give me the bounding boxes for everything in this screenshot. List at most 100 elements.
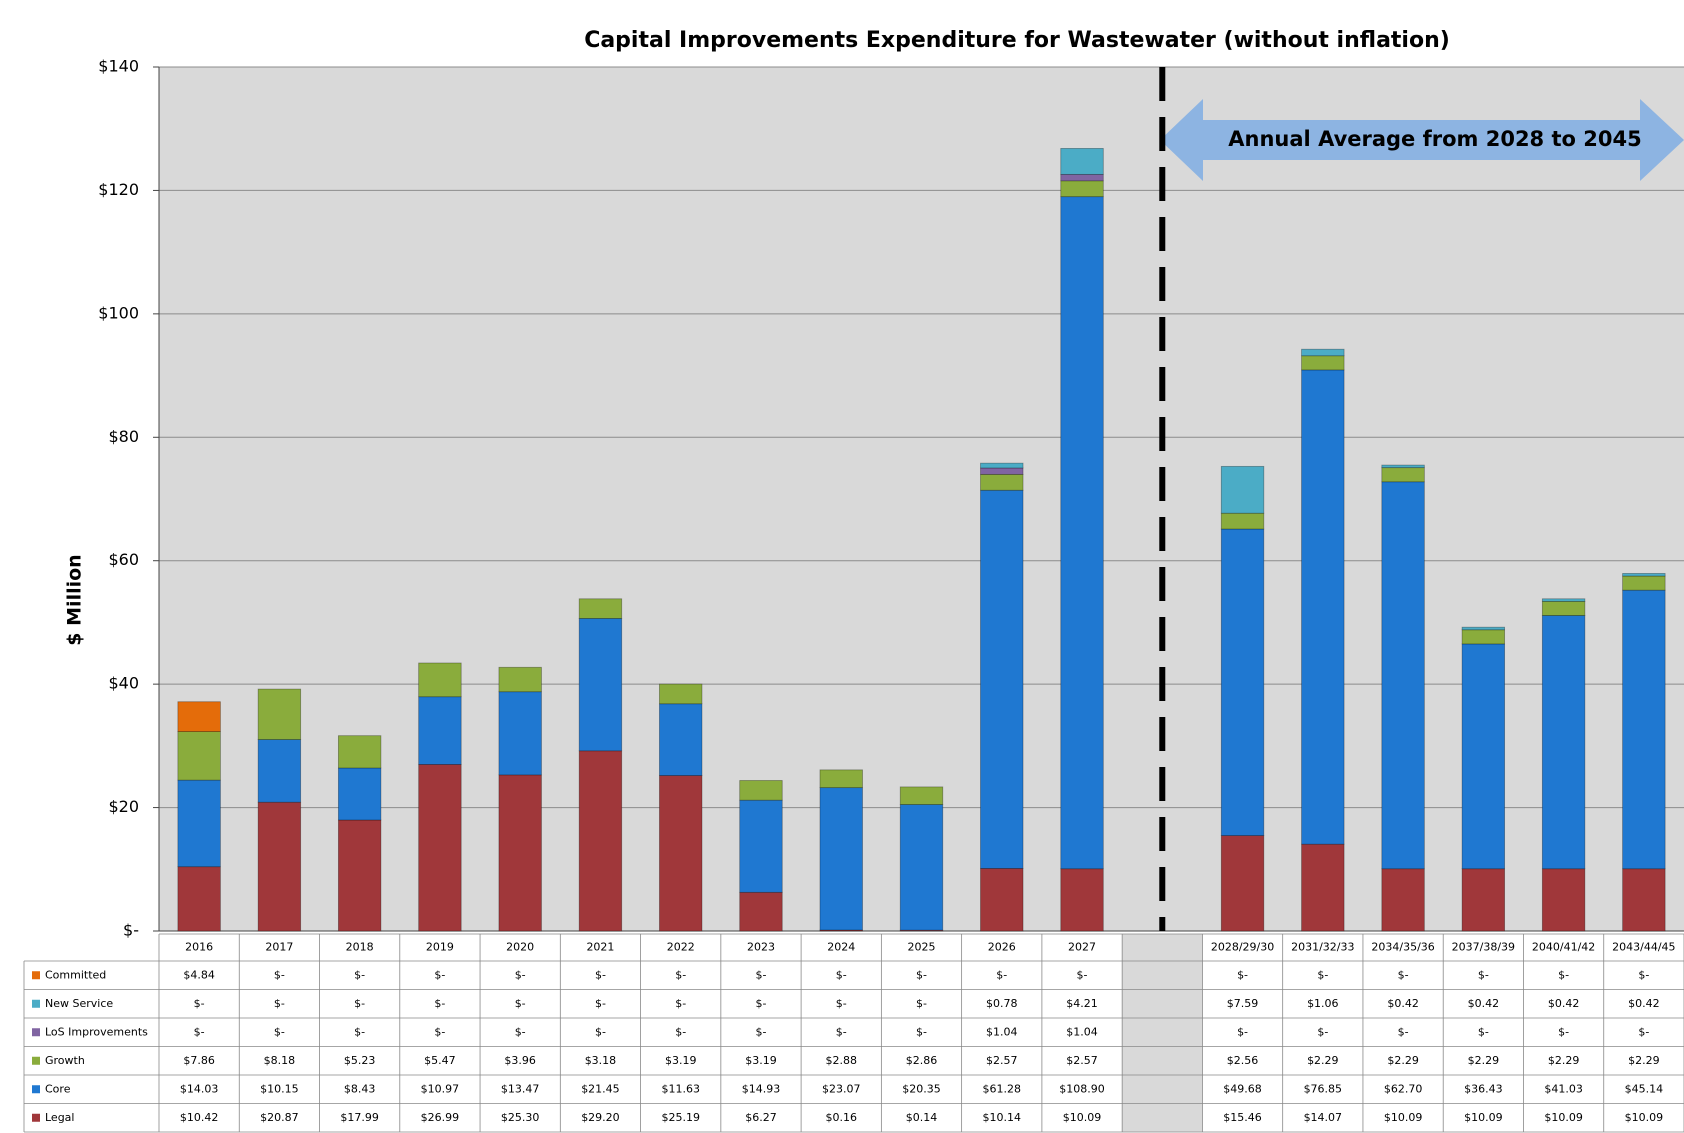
bar-segment xyxy=(1301,348,1345,357)
table-cell: $6.27 xyxy=(745,1111,777,1124)
table-cell: $- xyxy=(515,968,526,981)
table-cell: $- xyxy=(755,968,766,981)
bar-segment xyxy=(337,819,382,932)
bar-segment xyxy=(1461,868,1506,932)
bar-segment xyxy=(980,473,1024,491)
table-cell: $20.87 xyxy=(260,1111,299,1124)
table-cell: $61.28 xyxy=(983,1082,1022,1095)
bar-segment xyxy=(1541,868,1586,932)
table-cell: $11.63 xyxy=(661,1082,700,1095)
table-cell: $0.42 xyxy=(1468,997,1500,1010)
table-cell: $- xyxy=(1558,968,1569,981)
table-cell: $- xyxy=(354,997,365,1010)
table-cell: $0.42 xyxy=(1387,997,1419,1010)
table-cell: $- xyxy=(1478,968,1489,981)
legend-swatch xyxy=(32,1085,40,1094)
legend-swatch xyxy=(32,1028,40,1037)
table-cell: $- xyxy=(194,997,205,1010)
x-tick-label: 2017 xyxy=(265,941,293,954)
legend-label: Core xyxy=(45,1082,71,1095)
table-cell: $- xyxy=(675,1025,686,1038)
table-cell: $36.43 xyxy=(1464,1082,1503,1095)
table-cell: $10.14 xyxy=(983,1111,1022,1124)
table-cell: $- xyxy=(996,968,1007,981)
table-cell: $- xyxy=(595,997,606,1010)
bar-segment xyxy=(1461,643,1506,870)
bar-segment xyxy=(418,696,462,765)
bar-segment xyxy=(1541,615,1586,870)
bar-segment xyxy=(1301,843,1345,932)
legend-swatch xyxy=(32,1113,40,1122)
table-cell: $- xyxy=(1638,968,1649,981)
table-cell: $- xyxy=(1558,1025,1569,1038)
bar-segment xyxy=(1060,868,1104,932)
y-axis-label: $ Million xyxy=(64,554,86,645)
bar-segment xyxy=(739,891,783,932)
legend-swatch xyxy=(32,1056,40,1065)
bar-segment xyxy=(1381,467,1425,483)
bar-segment xyxy=(1541,600,1586,616)
bar-segment xyxy=(1461,629,1506,645)
bar-segment xyxy=(1060,148,1104,175)
bar-segment xyxy=(1060,180,1104,198)
table-cell: $3.19 xyxy=(745,1054,777,1067)
bar-segment xyxy=(1220,512,1265,530)
x-tick-label: 2031/32/33 xyxy=(1291,941,1354,954)
bar-segment xyxy=(578,750,623,932)
bar-segment xyxy=(1622,573,1666,577)
table-cell: $- xyxy=(916,1025,927,1038)
bar-segment xyxy=(1381,868,1425,932)
x-tick-label: 2016 xyxy=(185,941,213,954)
table-cell: $10.09 xyxy=(1544,1111,1583,1124)
table-gap xyxy=(1122,934,1203,1132)
table-cell: $- xyxy=(274,1025,285,1038)
table-cell: $- xyxy=(595,968,606,981)
legend-label: New Service xyxy=(45,997,113,1010)
table-cell: $2.86 xyxy=(906,1054,938,1067)
x-tick-label: 2018 xyxy=(346,941,374,954)
table-cell: $2.57 xyxy=(1066,1054,1098,1067)
table-cell: $23.07 xyxy=(822,1082,861,1095)
bar-segment xyxy=(1622,589,1666,870)
table-cell: $14.07 xyxy=(1304,1111,1343,1124)
table-cell: $14.93 xyxy=(742,1082,781,1095)
table-cell: $1.04 xyxy=(986,1025,1018,1038)
legend-swatch xyxy=(32,999,40,1008)
x-tick-label: 2028/29/30 xyxy=(1211,941,1274,954)
bar-segment xyxy=(1622,575,1666,591)
table-cell: $0.78 xyxy=(986,997,1018,1010)
table-cell: $62.70 xyxy=(1384,1082,1423,1095)
table-cell: $5.23 xyxy=(344,1054,376,1067)
bar-segment xyxy=(1220,465,1265,514)
table-cell: $17.99 xyxy=(340,1111,379,1124)
x-tick-label: 2040/41/42 xyxy=(1532,941,1595,954)
bar-segment xyxy=(980,462,1024,469)
x-tick-label: 2019 xyxy=(426,941,454,954)
table-cell: $2.29 xyxy=(1548,1054,1580,1067)
bar-segment xyxy=(337,735,382,769)
table-cell: $2.88 xyxy=(825,1054,857,1067)
table-cell: $- xyxy=(354,1025,365,1038)
bar-segment xyxy=(177,731,221,781)
y-tick-label: $40 xyxy=(108,674,139,693)
table-cell: $2.29 xyxy=(1307,1054,1339,1067)
table-cell: $- xyxy=(836,968,847,981)
x-tick-label: 2025 xyxy=(908,941,936,954)
x-tick-label: 2026 xyxy=(988,941,1016,954)
chart-title: Capital Improvements Expenditure for Was… xyxy=(584,28,1450,53)
table-cell: $76.85 xyxy=(1304,1082,1343,1095)
table-cell: $- xyxy=(1398,968,1409,981)
table-cell: $15.46 xyxy=(1223,1111,1262,1124)
bar-segment xyxy=(177,701,221,733)
table-cell: $2.29 xyxy=(1387,1054,1419,1067)
table-cell: $13.47 xyxy=(501,1082,540,1095)
bar-segment xyxy=(819,787,863,931)
legend-label: Growth xyxy=(45,1054,85,1067)
bar-segment xyxy=(578,598,623,619)
table-cell: $8.43 xyxy=(344,1082,376,1095)
table-cell: $- xyxy=(836,1025,847,1038)
table-cell: $- xyxy=(434,968,445,981)
table-cell: $- xyxy=(755,1025,766,1038)
table-cell: $25.30 xyxy=(501,1111,540,1124)
